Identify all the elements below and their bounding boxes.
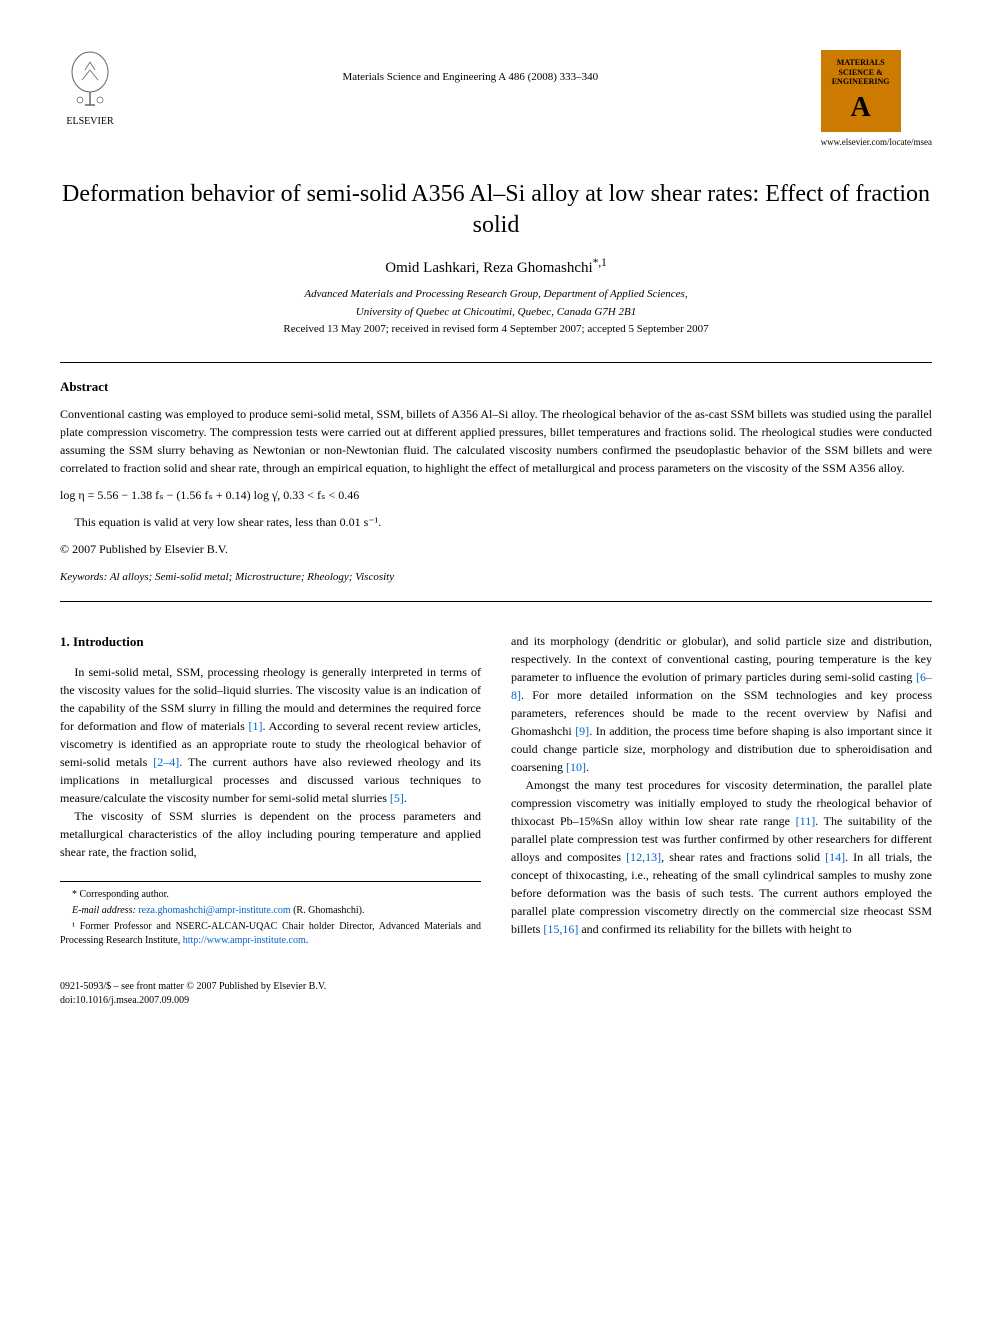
article-dates: Received 13 May 2007; received in revise…: [60, 322, 932, 337]
keywords-text: Al alloys; Semi-solid metal; Microstruct…: [107, 571, 394, 583]
left-column: 1. Introduction In semi-solid metal, SSM…: [60, 632, 481, 951]
email-line: E-mail address: reza.ghomashchi@ampr-ins…: [60, 904, 481, 918]
ref-10[interactable]: [10]: [566, 760, 586, 774]
email-link[interactable]: reza.ghomashchi@ampr-institute.com: [138, 905, 290, 916]
ref-12-13[interactable]: [12,13]: [626, 850, 661, 864]
journal-logo: MATERIALS SCIENCE & ENGINEERING A www.el…: [821, 50, 932, 149]
body-columns: 1. Introduction In semi-solid metal, SSM…: [60, 632, 932, 951]
institute-url[interactable]: http://www.ampr-institute.com: [183, 935, 306, 946]
intro-p2: The viscosity of SSM slurries is depende…: [60, 807, 481, 861]
intro-p1: In semi-solid metal, SSM, processing rhe…: [60, 663, 481, 807]
ref-1[interactable]: [1]: [249, 719, 263, 733]
elsevier-tree-icon: [60, 50, 120, 110]
footnote-1: ¹ Former Professor and NSERC-ALCAN-UQAC …: [60, 920, 481, 948]
abstract-copyright: © 2007 Published by Elsevier B.V.: [60, 541, 932, 558]
ref-14[interactable]: [14]: [825, 850, 845, 864]
author-names: Omid Lashkari, Reza Ghomashchi: [385, 260, 592, 276]
issn-line: 0921-5093/$ – see front matter © 2007 Pu…: [60, 980, 932, 994]
email-label: E-mail address:: [72, 905, 138, 916]
journal-url[interactable]: www.elsevier.com/locate/msea: [821, 136, 932, 149]
abstract-heading: Abstract: [60, 378, 932, 396]
article-title: Deformation behavior of semi-solid A356 …: [60, 179, 932, 241]
author-marks: *,1: [593, 257, 607, 269]
header-row: ELSEVIER Materials Science and Engineeri…: [60, 50, 932, 149]
page-footer: 0921-5093/$ – see front matter © 2007 Pu…: [60, 980, 932, 1008]
keywords-label: Keywords:: [60, 571, 107, 583]
affiliation-line1: Advanced Materials and Processing Resear…: [60, 287, 932, 301]
abstract-text: Conventional casting was employed to pro…: [60, 405, 932, 477]
divider: [60, 362, 932, 363]
keywords: Keywords: Al alloys; Semi-solid metal; M…: [60, 570, 932, 585]
elsevier-logo: ELSEVIER: [60, 50, 120, 129]
ref-9[interactable]: [9]: [575, 724, 589, 738]
journal-badge: MATERIALS SCIENCE & ENGINEERING A: [821, 50, 901, 132]
divider: [60, 601, 932, 602]
abstract-post-equation: This equation is valid at very low shear…: [60, 513, 932, 531]
journal-reference: Materials Science and Engineering A 486 …: [120, 50, 821, 85]
ref-5[interactable]: [5]: [390, 791, 404, 805]
corresponding-author: * Corresponding author.: [60, 888, 481, 902]
authors: Omid Lashkari, Reza Ghomashchi*,1: [60, 256, 932, 279]
badge-letter: A: [827, 91, 895, 125]
section-1-heading: 1. Introduction: [60, 632, 481, 652]
badge-line3: ENGINEERING: [832, 77, 890, 86]
email-name: (R. Ghomashchi).: [291, 905, 365, 916]
ref-15-16[interactable]: [15,16]: [543, 922, 578, 936]
badge-line1: MATERIALS: [837, 58, 885, 67]
ref-2-4[interactable]: [2–4]: [153, 755, 179, 769]
intro-p3: and its morphology (dendritic or globula…: [511, 632, 932, 776]
footnotes: * Corresponding author. E-mail address: …: [60, 881, 481, 948]
doi-line: doi:10.1016/j.msea.2007.09.009: [60, 994, 932, 1008]
right-column: and its morphology (dendritic or globula…: [511, 632, 932, 951]
abstract-equation: log η = 5.56 − 1.38 fₛ − (1.56 fₛ + 0.14…: [60, 487, 932, 504]
affiliation-line2: University of Quebec at Chicoutimi, Queb…: [60, 305, 932, 319]
intro-p4: Amongst the many test procedures for vis…: [511, 776, 932, 938]
publisher-name: ELSEVIER: [66, 115, 113, 129]
badge-line2: SCIENCE &: [839, 68, 883, 77]
ref-11[interactable]: [11]: [796, 814, 816, 828]
